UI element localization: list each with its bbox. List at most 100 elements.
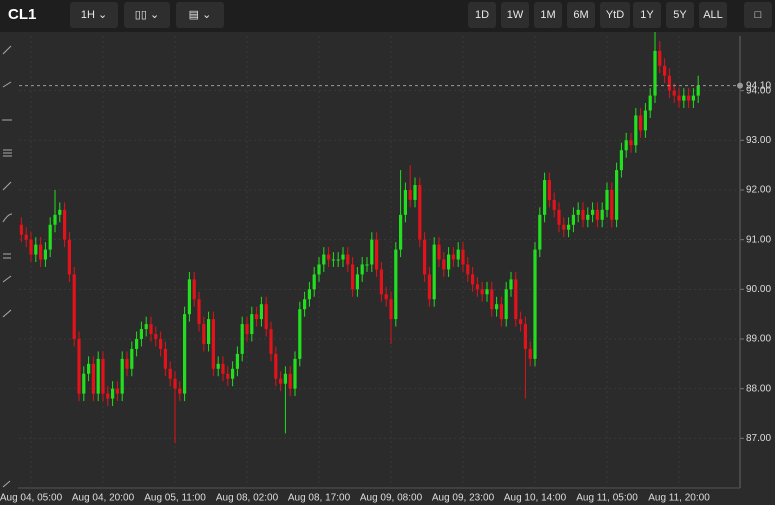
candle-body bbox=[581, 209, 585, 220]
candle-body bbox=[269, 329, 273, 354]
candle-body bbox=[389, 299, 393, 320]
x-tick-label: Aug 11, 20:00 bbox=[648, 493, 710, 504]
candle-body bbox=[619, 150, 623, 171]
candle-body bbox=[168, 368, 172, 379]
candle-body bbox=[543, 180, 547, 215]
candle-body bbox=[235, 353, 239, 369]
candle-body bbox=[423, 239, 427, 275]
range-button[interactable]: 1M bbox=[534, 2, 562, 28]
y-tick-label: 94.00 bbox=[746, 85, 771, 96]
candle-body bbox=[687, 95, 691, 101]
range-button[interactable]: ALL bbox=[699, 2, 727, 28]
candle-body bbox=[562, 224, 566, 230]
candle-body bbox=[442, 259, 446, 270]
x-tick-label: Aug 05, 11:00 bbox=[144, 493, 206, 504]
candle-body bbox=[351, 264, 355, 290]
candle-body bbox=[605, 189, 609, 210]
candle-body bbox=[24, 234, 28, 240]
candle-body bbox=[34, 244, 38, 255]
candle-body bbox=[312, 274, 316, 290]
candle-body bbox=[571, 214, 575, 225]
indicator-button[interactable]: ▤ ⌄ bbox=[176, 2, 224, 28]
range-button[interactable]: 1W bbox=[501, 2, 529, 28]
candle-body bbox=[413, 185, 417, 200]
candle-body bbox=[63, 209, 67, 240]
candle-body bbox=[231, 368, 235, 379]
candle-body bbox=[288, 373, 292, 389]
candle-body bbox=[403, 189, 407, 215]
candle-body bbox=[96, 358, 100, 394]
last-price-label: 94.10 bbox=[746, 80, 771, 91]
candle-body bbox=[485, 289, 489, 295]
candle-body bbox=[53, 214, 57, 225]
candle-body bbox=[629, 140, 633, 146]
range-button[interactable]: YtD bbox=[600, 2, 630, 28]
candle-body bbox=[135, 338, 139, 349]
candle-body bbox=[567, 224, 571, 230]
interval-button[interactable]: 1H ⌄ bbox=[70, 2, 118, 28]
candle-body bbox=[471, 274, 475, 285]
candle-body bbox=[672, 90, 676, 96]
x-tick-label: Aug 04, 20:00 bbox=[72, 493, 135, 504]
candle-body bbox=[91, 363, 95, 394]
fullscreen-button[interactable]: □ bbox=[744, 2, 772, 28]
candle-body bbox=[456, 249, 460, 260]
y-tick-label: 92.00 bbox=[746, 185, 771, 196]
candle-body bbox=[202, 324, 206, 344]
candle-body bbox=[379, 269, 383, 295]
candle-body bbox=[283, 373, 287, 384]
candle-body bbox=[370, 239, 374, 265]
candle-body bbox=[504, 289, 508, 320]
candle-body bbox=[197, 299, 201, 325]
candle-body bbox=[538, 214, 542, 250]
y-tick-label: 89.00 bbox=[746, 334, 771, 345]
x-tick-label: Aug 09, 23:00 bbox=[432, 493, 495, 504]
candle-body bbox=[447, 254, 451, 270]
candle-body bbox=[226, 373, 230, 379]
candle-body bbox=[658, 50, 662, 66]
candle-body bbox=[591, 209, 595, 215]
candle-body bbox=[480, 289, 484, 295]
candle-body bbox=[509, 279, 513, 290]
candle-body bbox=[490, 289, 494, 310]
candle-body bbox=[255, 314, 259, 320]
candle-body bbox=[394, 249, 398, 320]
candle-body bbox=[375, 239, 379, 270]
symbol: CL1 bbox=[8, 6, 37, 23]
candle-body bbox=[43, 249, 47, 260]
chart-type-button[interactable]: ▯▯ ⌄ bbox=[124, 2, 170, 28]
candle-body bbox=[111, 388, 115, 399]
candle-body bbox=[586, 214, 590, 220]
candle-body bbox=[77, 338, 81, 394]
candle-body bbox=[240, 324, 244, 354]
y-tick-label: 93.00 bbox=[746, 135, 771, 146]
candle-body bbox=[58, 209, 62, 215]
drawing-tools[interactable] bbox=[2, 45, 13, 488]
candle-body bbox=[461, 249, 465, 265]
candle-body bbox=[331, 259, 335, 261]
candle-body bbox=[615, 170, 619, 220]
candle-body bbox=[274, 353, 278, 379]
last-price-dot bbox=[737, 82, 743, 89]
candle-body bbox=[341, 254, 345, 260]
candle-body bbox=[667, 75, 671, 91]
candle-body bbox=[29, 239, 33, 255]
candle-body bbox=[163, 348, 167, 369]
x-tick-label: Aug 11, 05:00 bbox=[576, 493, 638, 504]
range-button[interactable]: 6M bbox=[567, 2, 595, 28]
range-button[interactable]: 1D bbox=[468, 2, 496, 28]
y-tick-label: 88.00 bbox=[746, 383, 771, 394]
candle-body bbox=[106, 393, 110, 399]
candle-body bbox=[365, 264, 369, 266]
candle-body bbox=[624, 140, 628, 151]
candle-body bbox=[682, 95, 686, 101]
candle-body bbox=[67, 239, 71, 275]
candle-body bbox=[216, 363, 220, 369]
range-button[interactable]: 1Y bbox=[633, 2, 661, 28]
range-button[interactable]: 5Y bbox=[666, 2, 694, 28]
candle-body bbox=[696, 85, 700, 96]
candle-body bbox=[298, 309, 302, 359]
y-tick-label: 91.00 bbox=[746, 234, 771, 245]
candle-body bbox=[139, 329, 143, 339]
